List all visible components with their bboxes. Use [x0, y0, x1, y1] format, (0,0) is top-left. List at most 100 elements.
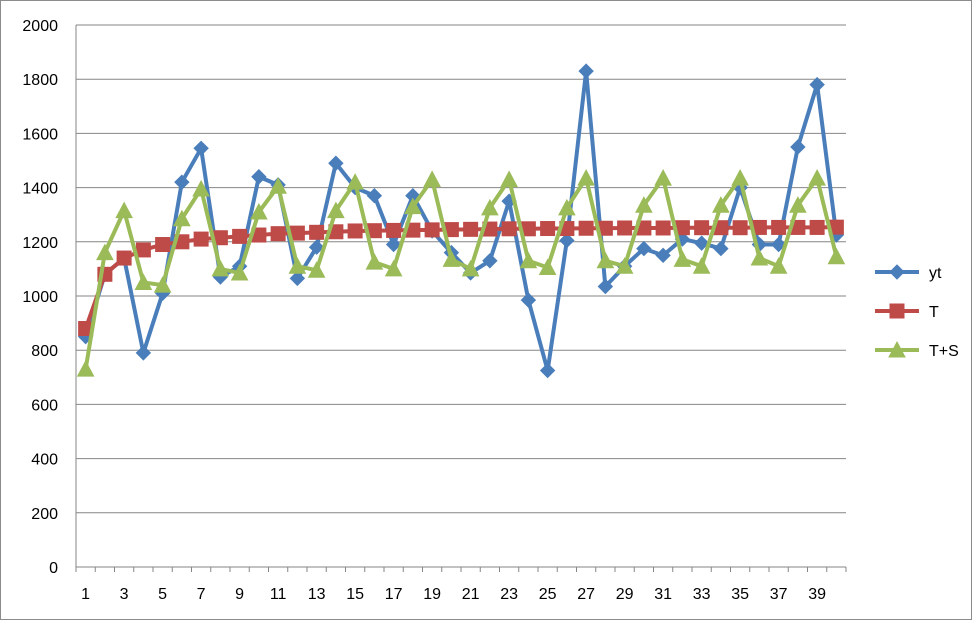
- data-point: [115, 201, 133, 219]
- x-tick-label: 31: [654, 586, 672, 603]
- data-point: [230, 263, 249, 281]
- data-point: [617, 220, 633, 236]
- y-tick-label: 400: [31, 452, 58, 469]
- data-point: [424, 222, 440, 238]
- data-point: [288, 257, 307, 274]
- legend-label: yt: [929, 265, 942, 282]
- legend-marker: [889, 303, 905, 319]
- data-point: [597, 278, 614, 295]
- y-tick-label: 2000: [22, 18, 58, 35]
- data-point: [270, 226, 286, 242]
- data-point: [713, 240, 729, 257]
- data-point: [519, 251, 538, 269]
- data-point: [463, 221, 479, 237]
- y-tick-label: 1400: [22, 181, 58, 198]
- data-point: [771, 219, 787, 235]
- y-tick-label: 1800: [22, 72, 58, 89]
- data-point: [346, 173, 364, 190]
- data-point: [635, 196, 653, 213]
- data-point: [404, 197, 422, 215]
- x-tick-label: 21: [462, 586, 480, 603]
- data-point: [347, 223, 363, 239]
- data-point: [328, 155, 344, 171]
- data-point: [269, 177, 287, 194]
- x-tick-label: 19: [423, 586, 441, 603]
- x-tick-label: 1: [81, 586, 90, 603]
- data-point: [732, 220, 748, 236]
- data-point: [386, 222, 402, 238]
- data-point: [769, 257, 788, 274]
- y-tick-label: 600: [31, 397, 58, 414]
- x-tick-label: 37: [770, 586, 788, 603]
- data-point: [809, 76, 825, 93]
- series-line: [83, 225, 837, 330]
- data-point: [655, 247, 671, 264]
- data-point: [540, 221, 556, 237]
- data-point: [520, 292, 537, 308]
- data-point: [578, 220, 594, 236]
- y-axis: 0 200 400 600 800 1000 1200 1400 1600 1800 2000: [22, 18, 77, 577]
- data-point: [770, 236, 787, 253]
- legend-label: T+S: [929, 343, 959, 360]
- x-tick-label: 25: [539, 586, 557, 603]
- series-yt: [77, 63, 845, 379]
- data-point: [827, 247, 846, 265]
- data-point: [193, 231, 209, 247]
- data-point: [596, 251, 615, 269]
- data-point: [153, 276, 172, 293]
- data-point: [289, 270, 306, 287]
- data-point: [308, 239, 325, 255]
- data-point: [539, 362, 556, 379]
- x-tick-label: 13: [308, 586, 326, 603]
- x-tick-label: 39: [808, 586, 826, 603]
- data-point: [790, 139, 806, 155]
- data-point: [232, 228, 248, 244]
- y-tick-label: 200: [31, 506, 58, 523]
- y-tick-label: 1200: [22, 235, 58, 252]
- data-point: [327, 201, 345, 219]
- x-tick-label: 29: [616, 586, 634, 603]
- plot-series: [76, 63, 846, 379]
- data-point: [482, 253, 498, 269]
- data-point: [694, 220, 710, 236]
- x-tick-label: 17: [385, 586, 403, 603]
- legend-item: T: [875, 303, 939, 321]
- series-line: [83, 176, 839, 370]
- legend-marker: [889, 264, 905, 280]
- data-point: [500, 170, 518, 187]
- data-point: [174, 174, 190, 190]
- data-point: [655, 220, 671, 236]
- data-point: [76, 360, 95, 377]
- data-point: [116, 250, 132, 266]
- data-point: [309, 224, 325, 240]
- data-point: [750, 248, 769, 266]
- data-point: [577, 169, 595, 186]
- data-point: [538, 258, 557, 276]
- data-point: [636, 240, 652, 257]
- legend-item: T+S: [875, 340, 959, 360]
- data-point: [211, 259, 230, 277]
- data-point: [365, 253, 384, 270]
- series-t: [78, 219, 844, 337]
- legend-marker: [888, 340, 906, 358]
- x-tick-label: 27: [577, 586, 595, 603]
- data-point: [692, 257, 711, 274]
- data-point: [366, 188, 383, 204]
- data-point: [481, 198, 499, 216]
- data-point: [578, 63, 594, 79]
- data-point: [673, 250, 692, 267]
- data-point: [251, 169, 267, 185]
- data-point: [384, 259, 403, 277]
- y-tick-label: 0: [49, 560, 58, 577]
- data-point: [461, 259, 480, 277]
- x-tick-label: 3: [120, 586, 129, 603]
- series-t-s: [76, 169, 846, 377]
- data-point: [712, 196, 730, 213]
- data-point: [250, 202, 268, 220]
- data-point: [654, 169, 672, 186]
- data-point: [135, 242, 151, 258]
- data-point: [809, 219, 825, 235]
- x-tick-label: 7: [197, 586, 206, 603]
